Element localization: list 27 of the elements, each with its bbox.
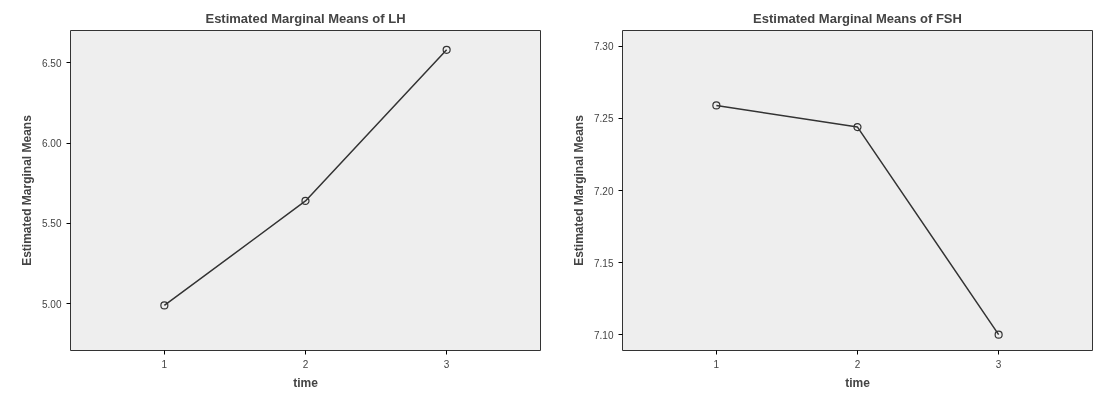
- x-tick-label: 1: [713, 358, 720, 370]
- y-tick-label: 5.00: [42, 298, 62, 310]
- y-tick-label: 6.50: [42, 57, 62, 69]
- y-tick-label: 7.10: [594, 329, 614, 341]
- point: [712, 101, 721, 110]
- y-axis-title: Estimated Marginal Means: [20, 114, 35, 266]
- x-axis-title: time: [293, 375, 319, 390]
- point: [301, 196, 310, 206]
- y-tick-label: 7.30: [594, 41, 614, 53]
- y-tick-label: 7.25: [594, 113, 614, 125]
- y-tick-label: 5.50: [42, 218, 62, 230]
- x-tick-label: 3: [995, 358, 1002, 370]
- point: [994, 330, 1003, 339]
- point: [853, 122, 862, 132]
- x-tick-label: 3: [443, 358, 450, 370]
- y-tick-label: 6.00: [42, 138, 62, 150]
- x-tick-label: 2: [854, 358, 861, 370]
- chart-title: Estimated Marginal Means of FSH: [753, 10, 962, 26]
- x-tick-label: 1: [161, 358, 168, 370]
- y-axis-title: Estimated Marginal Means: [572, 114, 587, 266]
- y-tick-label: 7.20: [594, 185, 614, 197]
- point: [160, 301, 169, 310]
- y-tick-label: 7.15: [594, 257, 614, 269]
- x-axis-title: time: [845, 375, 871, 390]
- chart-title: Estimated Marginal Means of LH: [205, 10, 406, 26]
- point: [442, 45, 451, 54]
- x-tick-label: 2: [302, 358, 309, 370]
